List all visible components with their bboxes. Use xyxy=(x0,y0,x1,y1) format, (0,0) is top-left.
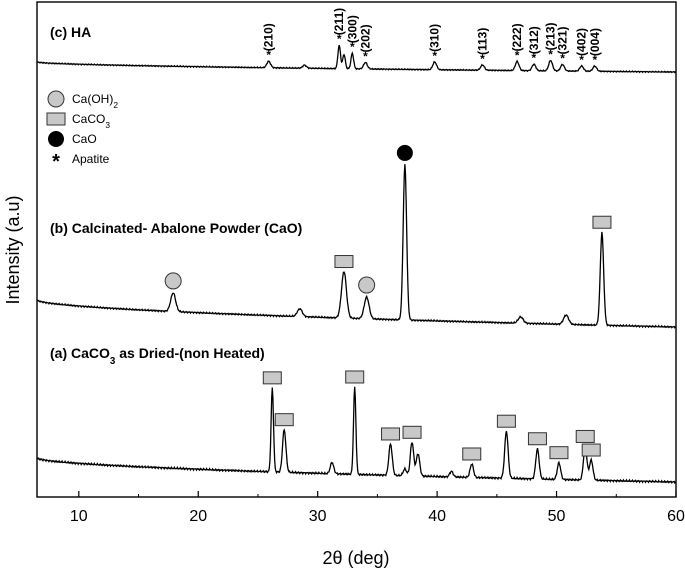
x-tick-label: 10 xyxy=(70,508,88,525)
apatite-star: * xyxy=(592,53,597,67)
peak-hkl-label: (211) xyxy=(332,8,346,35)
apatite-star: * xyxy=(363,49,368,63)
trace-c xyxy=(36,44,677,74)
caco3-marker xyxy=(381,427,401,441)
caco3-marker xyxy=(262,371,282,385)
trace-a xyxy=(36,386,677,485)
peak-hkl-label: (402) xyxy=(575,28,589,56)
apatite-star: * xyxy=(266,48,271,62)
caoh2-marker xyxy=(47,90,65,108)
x-axis: 10 20 30 40 50 60 xyxy=(70,491,685,525)
peak-hkl-label: (210) xyxy=(262,23,276,51)
legend-label: CaCO3 xyxy=(72,112,110,130)
caoh2-marker xyxy=(358,276,376,294)
y-axis-title: Intensity (a.u) xyxy=(3,195,23,304)
apatite-star: * xyxy=(548,47,553,61)
caco3-marker xyxy=(46,112,66,126)
x-tick-label: 40 xyxy=(428,508,446,525)
x-tick-label: 30 xyxy=(309,508,327,525)
peak-hkl-label: (222) xyxy=(510,23,524,51)
trace-b xyxy=(36,164,677,329)
caco3-marker xyxy=(549,446,569,460)
x-tick-label: 60 xyxy=(667,508,685,525)
caco3-marker xyxy=(345,370,365,384)
traces xyxy=(36,44,677,485)
legend-label: CaO xyxy=(72,132,97,146)
apatite-star: * xyxy=(337,32,342,46)
caco3-marker xyxy=(575,429,595,443)
peak-hkl-label: (213) xyxy=(544,22,558,50)
apatite-star: * xyxy=(579,53,584,67)
apatite-star: * xyxy=(480,52,485,66)
peak-hkl-label: (202) xyxy=(358,24,372,52)
caco3-marker xyxy=(462,447,482,461)
panel-label-c: (c) HA xyxy=(50,24,91,40)
caco3-marker xyxy=(581,443,601,457)
x-axis-title: 2θ (deg) xyxy=(322,548,389,568)
panel-label-b: (b) Calcinated- Abalone Powder (CaO) xyxy=(50,220,302,236)
cao-marker xyxy=(396,144,413,161)
caco3-marker xyxy=(402,425,422,439)
x-tick-label: 50 xyxy=(548,508,566,525)
legend-asterisk: * xyxy=(52,151,60,173)
cao-marker xyxy=(48,131,64,147)
panel-label-a: (a) CaCO3 as Dried-(non Heated) xyxy=(50,345,265,367)
legend-label: Apatite xyxy=(72,152,110,166)
legend: Ca(OH)2 CaCO3 CaO * Apatite xyxy=(46,90,118,173)
caco3-marker xyxy=(274,413,294,427)
apatite-star: * xyxy=(432,49,437,63)
apatite-star: * xyxy=(560,51,565,65)
annotations: (c) HA*(210) *(211)*(300)*(202)*(310)*(11… xyxy=(50,8,612,461)
apatite-star: * xyxy=(515,48,520,62)
peak-hkl-label: (300) xyxy=(345,15,359,43)
caco3-marker xyxy=(496,414,516,428)
x-tick-label: 20 xyxy=(189,508,207,525)
caco3-marker xyxy=(592,215,612,229)
peak-hkl-label: (310) xyxy=(428,24,442,52)
caoh2-marker xyxy=(164,272,182,290)
peak-hkl-label: (312) xyxy=(527,26,541,54)
peak-hkl-label: (321) xyxy=(556,26,570,54)
legend-label: Ca(OH)2 xyxy=(72,92,118,110)
apatite-star: * xyxy=(532,51,537,65)
caco3-marker xyxy=(527,432,547,446)
peak-hkl-label: (004) xyxy=(588,28,602,56)
plot-frame xyxy=(36,1,677,498)
apatite-star: * xyxy=(350,40,355,54)
caco3-marker xyxy=(334,255,354,269)
peak-hkl-label: (113) xyxy=(476,28,490,55)
